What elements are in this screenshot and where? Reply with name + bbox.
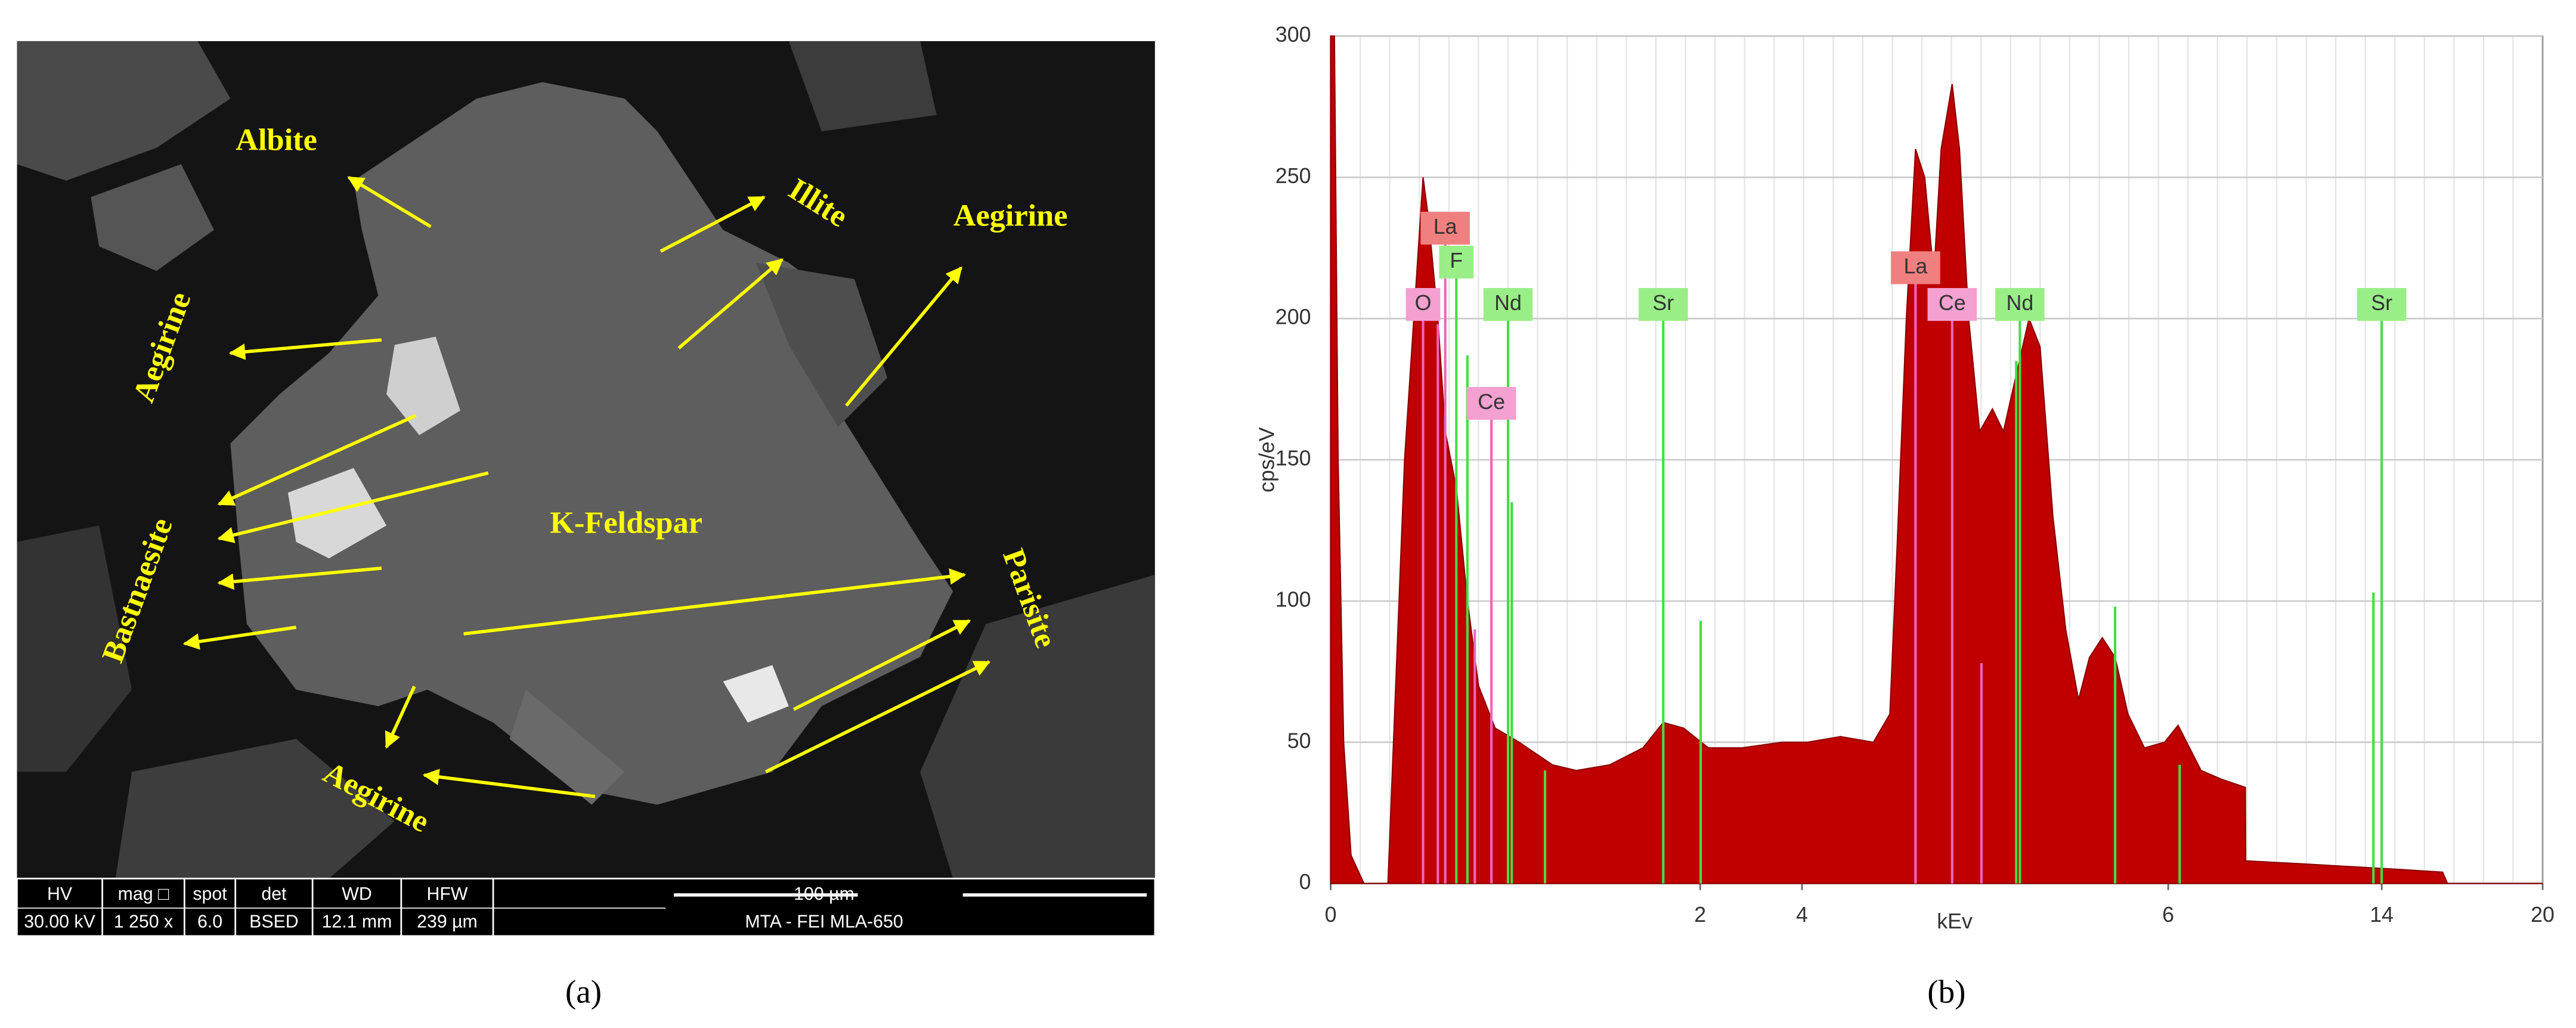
element-label: Sr <box>2371 291 2392 315</box>
element-label-box <box>1483 288 1533 321</box>
element-label: Ce <box>1939 291 1966 315</box>
y-tick-label: 300 <box>1275 23 1311 47</box>
y-tick-label: 50 <box>1287 729 1311 753</box>
info-header: spot <box>193 884 227 904</box>
y-tick-label: 250 <box>1275 164 1311 188</box>
info-value: 239 µm <box>417 912 478 932</box>
info-header: HFW <box>426 884 467 904</box>
y-tick-label: 100 <box>1275 587 1311 611</box>
x-tick-label: 2 <box>1694 903 1706 927</box>
element-label-box <box>1638 288 1688 321</box>
info-value: 12.1 mm <box>322 912 392 932</box>
element-label-box <box>1420 212 1470 245</box>
info-header: HV <box>47 884 73 904</box>
y-axis-label: cps/eV <box>1255 427 1278 493</box>
element-label-box <box>2357 288 2407 321</box>
info-value: 30.00 kV <box>24 912 95 932</box>
y-tick-label: 200 <box>1275 305 1311 329</box>
element-label: Nd <box>2007 291 2034 315</box>
y-tick-label: 150 <box>1275 447 1311 470</box>
info-header: det <box>261 884 287 904</box>
mineral-label: Albite <box>236 123 317 157</box>
info-value: 6.0 <box>197 912 222 932</box>
element-label: F <box>1450 249 1463 273</box>
info-value: BSED <box>249 912 298 932</box>
y-tick-label: 0 <box>1299 870 1311 894</box>
x-tick-label: 6 <box>2162 903 2174 927</box>
element-label: O <box>1415 291 1432 315</box>
element-label: Sr <box>1652 291 1674 315</box>
info-value: 1 250 x <box>114 912 173 932</box>
caption: (b) <box>1927 974 1965 1010</box>
element-label: La <box>1903 254 1927 278</box>
scale-label-bg <box>857 885 963 905</box>
element-label-box <box>1891 251 1940 284</box>
info-value: MTA - FEI MLA-650 <box>745 912 903 932</box>
spectrum <box>1330 35 2543 884</box>
mineral-label: K-Feldspar <box>550 505 702 540</box>
mineral-label: Aegirine <box>953 198 1068 233</box>
spectrum-chart: 0 50 100 150 200 250 300 0 2 4 6 14 20 kEv cps/eV La FO N… <box>1255 23 2555 933</box>
caption: (a) <box>565 974 602 1010</box>
x-tick-label: 0 <box>1325 903 1337 927</box>
element-label-box <box>1927 288 1977 321</box>
element-label-box <box>1466 386 1516 420</box>
x-tick-label: 20 <box>2531 903 2555 927</box>
element-label-box <box>1405 288 1441 321</box>
info-header: WD <box>342 884 371 904</box>
element-label-box <box>1439 245 1474 279</box>
element-label: Ce <box>1478 390 1505 414</box>
x-tick-label: 4 <box>1796 903 1808 927</box>
info-header: 100 µm <box>794 884 854 904</box>
x-axis-label: kEv <box>1937 909 1973 933</box>
element-label: Nd <box>1494 291 1522 315</box>
element-label-box <box>1995 288 2045 321</box>
element-label: La <box>1433 215 1457 239</box>
sem-image <box>17 41 1155 879</box>
x-tick-label: 14 <box>2370 903 2394 927</box>
arrows <box>182 176 991 798</box>
info-bar: HV mag □ spot det WD HFW 100 µm 30.00 kV 1 250 x… <box>16 878 1156 937</box>
info-header: mag □ <box>118 884 169 904</box>
